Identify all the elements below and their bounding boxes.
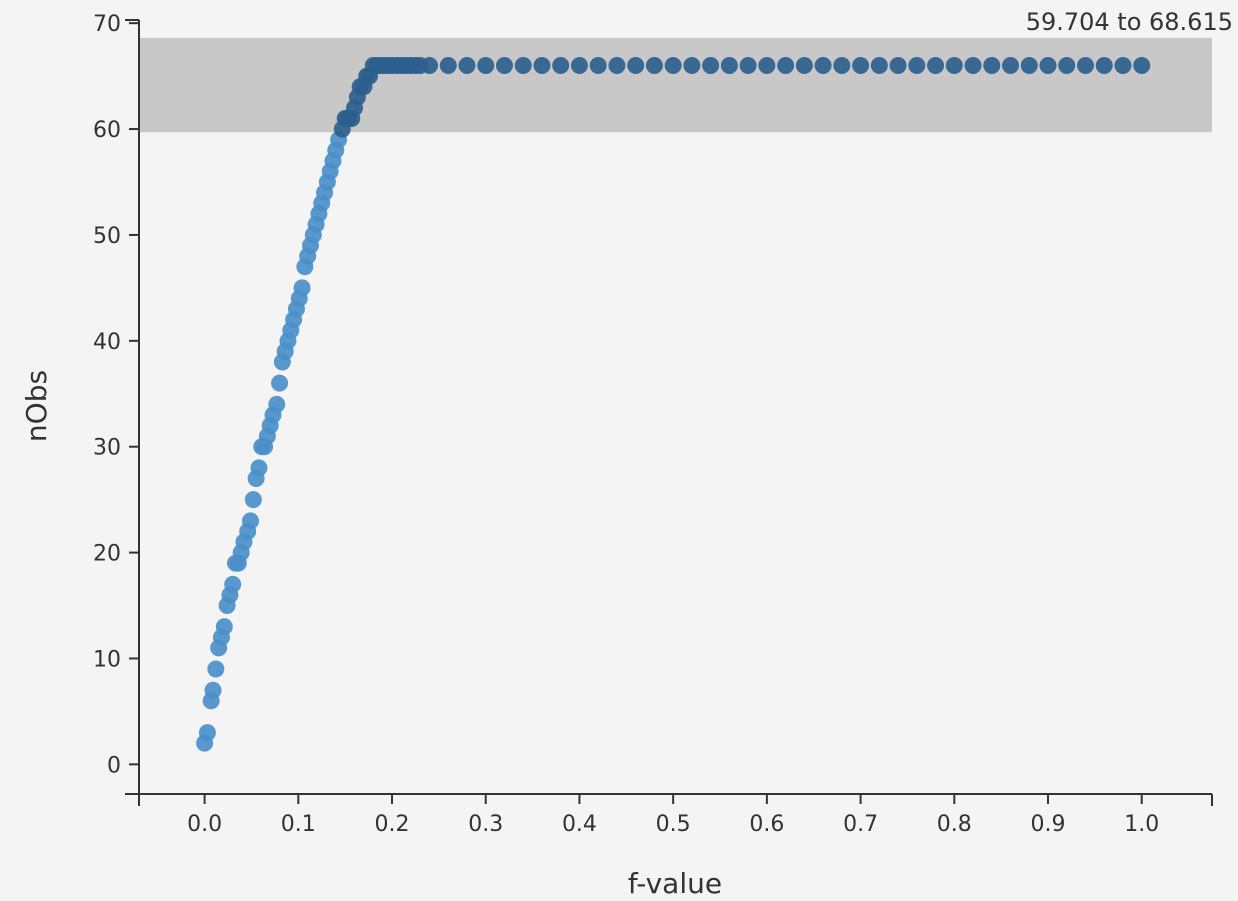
y-tick-label: 10 bbox=[93, 647, 121, 672]
data-point bbox=[983, 57, 1001, 75]
data-point bbox=[1002, 57, 1020, 75]
data-point bbox=[945, 57, 963, 75]
data-point bbox=[458, 57, 476, 75]
data-point bbox=[852, 57, 870, 75]
data-point bbox=[589, 57, 607, 75]
x-tick-label: 0.2 bbox=[375, 812, 410, 837]
x-axis-label: f-value bbox=[628, 867, 722, 900]
y-tick-label: 30 bbox=[93, 436, 121, 461]
data-point bbox=[720, 57, 738, 75]
data-point bbox=[964, 57, 982, 75]
data-point bbox=[739, 57, 757, 75]
data-point bbox=[777, 57, 795, 75]
x-tick-label: 0.1 bbox=[281, 812, 316, 837]
data-point bbox=[533, 57, 551, 75]
y-tick-label: 70 bbox=[93, 12, 121, 37]
x-tick-label: 0.9 bbox=[1031, 812, 1066, 837]
data-point bbox=[1095, 57, 1113, 75]
data-point bbox=[870, 57, 888, 75]
x-tick-label: 1.0 bbox=[1124, 812, 1159, 837]
data-point bbox=[908, 57, 926, 75]
data-point bbox=[795, 57, 813, 75]
data-point bbox=[702, 57, 720, 75]
data-point bbox=[570, 57, 588, 75]
data-point bbox=[244, 491, 262, 509]
data-point bbox=[1020, 57, 1038, 75]
data-point bbox=[242, 512, 260, 530]
data-point bbox=[664, 57, 682, 75]
data-point bbox=[293, 279, 311, 297]
data-point bbox=[207, 660, 225, 678]
data-point bbox=[215, 618, 233, 636]
y-tick-label: 20 bbox=[93, 542, 121, 567]
data-point bbox=[1058, 57, 1076, 75]
highlight-band-layer bbox=[139, 37, 1212, 133]
data-point bbox=[439, 57, 457, 75]
highlight-band bbox=[139, 37, 1212, 133]
data-point bbox=[1114, 57, 1132, 75]
data-point bbox=[514, 57, 532, 75]
data-point bbox=[204, 681, 222, 699]
data-point bbox=[833, 57, 851, 75]
data-point bbox=[477, 57, 495, 75]
y-axis-label: nObs bbox=[20, 370, 53, 442]
x-tick-label: 0.3 bbox=[468, 812, 503, 837]
data-point bbox=[683, 57, 701, 75]
y-tick-label: 50 bbox=[93, 224, 121, 249]
data-points bbox=[196, 57, 1151, 752]
y-tick-label: 40 bbox=[93, 330, 121, 355]
data-point bbox=[889, 57, 907, 75]
band-range-label: 59.704 to 68.615 bbox=[1026, 8, 1233, 36]
data-point bbox=[758, 57, 776, 75]
data-point bbox=[271, 374, 289, 392]
data-point bbox=[421, 57, 439, 75]
x-tick-label: 0.6 bbox=[749, 812, 784, 837]
x-tick-label: 0.7 bbox=[843, 812, 878, 837]
data-point bbox=[495, 57, 513, 75]
y-tick-label: 0 bbox=[107, 753, 121, 778]
data-point bbox=[250, 459, 268, 477]
data-point bbox=[627, 57, 645, 75]
data-point bbox=[1039, 57, 1057, 75]
data-point bbox=[268, 395, 286, 413]
data-point bbox=[1076, 57, 1094, 75]
data-point bbox=[224, 575, 242, 593]
data-point bbox=[552, 57, 570, 75]
x-tick-label: 0.5 bbox=[656, 812, 691, 837]
x-tick-label: 0.0 bbox=[187, 812, 222, 837]
data-point bbox=[927, 57, 945, 75]
y-tick-label: 60 bbox=[93, 118, 121, 143]
x-tick-label: 0.8 bbox=[937, 812, 972, 837]
data-point bbox=[645, 57, 663, 75]
data-point bbox=[814, 57, 832, 75]
data-point bbox=[608, 57, 626, 75]
x-tick-label: 0.4 bbox=[562, 812, 597, 837]
axes: 0.0 0.1 0.2 0.3 0.4 0.5 0.6 0.7 0.8 0.9 1.0 0 10 20 30… bbox=[93, 12, 1213, 837]
data-point bbox=[1133, 57, 1151, 75]
data-point bbox=[198, 724, 216, 742]
